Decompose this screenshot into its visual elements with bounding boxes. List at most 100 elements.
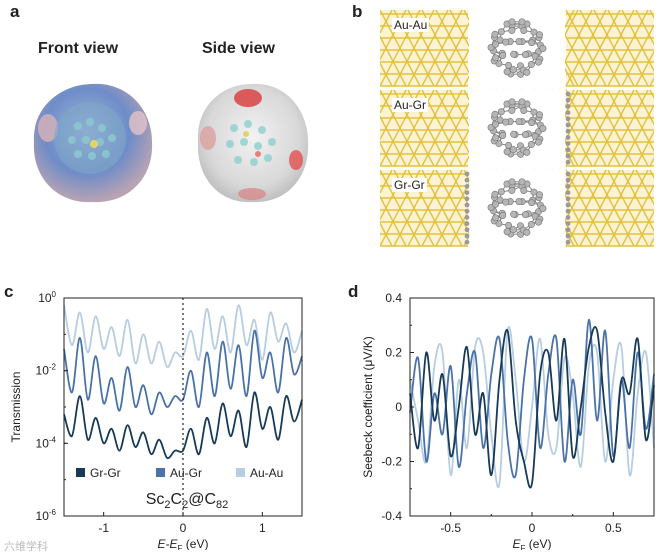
carbon-atom — [508, 18, 516, 26]
lattice-bond — [635, 10, 654, 46]
graphene-atom — [565, 227, 571, 233]
legend-swatch — [156, 468, 165, 477]
y-tick-label: 10-4 — [36, 435, 57, 450]
x-label-unit: (eV) — [182, 537, 208, 550]
row-spacer — [380, 247, 654, 250]
junction-structures — [380, 10, 654, 250]
x-label-sub: F — [521, 544, 526, 550]
graphene-atom — [565, 208, 571, 214]
y-tick-base: 10 — [36, 436, 50, 450]
graphene-atom — [565, 104, 571, 109]
carbon-atom — [523, 148, 531, 156]
graphene-atom — [565, 141, 571, 147]
carbon-atom — [515, 118, 523, 126]
side-view-surface — [197, 83, 309, 203]
junction-label-au-gr: Au-Gr — [392, 98, 429, 112]
carbon-atom — [491, 110, 499, 118]
carbon-atom — [528, 119, 536, 127]
y-axis-label: Transmission — [9, 372, 23, 443]
carbon-atom — [509, 146, 517, 154]
lattice-bond — [380, 89, 393, 115]
plot-area — [409, 318, 655, 489]
fullerene-cage — [487, 98, 547, 158]
lattice-bond — [380, 10, 393, 35]
lattice-bond — [635, 89, 654, 126]
carbon-atom — [492, 120, 500, 128]
carbon-atom — [539, 124, 547, 132]
y-tick-label: 100 — [38, 290, 56, 305]
carbon-atom — [535, 111, 543, 119]
graphene-atom — [565, 116, 571, 122]
carbon-atom — [528, 39, 536, 47]
legend: Gr-Gr Au-Gr Au-Au — [76, 466, 283, 480]
graphene-atom — [565, 215, 571, 220]
carbon-atom — [491, 190, 499, 198]
formula-part: C — [171, 491, 183, 508]
plot-area — [63, 298, 303, 516]
carbon-atom — [515, 198, 523, 206]
carbon-atom — [539, 44, 547, 52]
legend-swatch — [236, 468, 245, 477]
carbon-atom — [535, 191, 543, 199]
graphene-atom — [565, 159, 571, 165]
front-view-label: Front view — [38, 40, 119, 57]
carbon-atom — [510, 210, 518, 218]
graphene-atom — [565, 221, 571, 227]
graphene-atom — [565, 202, 571, 208]
y-tick-exponent: -4 — [49, 435, 57, 444]
row-spacer — [380, 167, 654, 170]
carbon-atom — [492, 134, 500, 142]
carbon-atom — [508, 178, 516, 186]
graphene-atom — [464, 190, 470, 196]
carbon-atom — [499, 131, 507, 139]
graphene-atom — [464, 227, 470, 233]
legend-label: Au-Au — [250, 466, 283, 480]
graphene-atom — [464, 202, 470, 208]
side-view-label: Side view — [202, 40, 275, 57]
y-tick-label: -0.4 — [381, 509, 402, 523]
formula-part: Sc — [146, 491, 165, 508]
x-tick-label: 0.5 — [605, 521, 622, 535]
graphene-atom — [565, 184, 571, 189]
y-axis-label: Seebeck coefficient (μV/K) — [361, 336, 375, 477]
carbon-atom — [503, 148, 511, 156]
carbon-atom — [534, 138, 542, 146]
formula-part: 82 — [216, 499, 228, 511]
graphene-atom — [464, 184, 470, 189]
carbon-atom — [499, 51, 507, 59]
carbon-atom — [535, 31, 543, 39]
carbon-atom — [530, 188, 538, 196]
carbon-atom — [528, 199, 536, 207]
legend-swatch — [76, 468, 85, 477]
x-label-sub: F — [178, 544, 183, 550]
carbon-atom — [491, 30, 499, 38]
carbon-atom — [497, 108, 505, 116]
carbon-atom — [518, 98, 526, 106]
front-view-surface — [33, 83, 153, 203]
carbon-atom — [497, 28, 505, 36]
carbon-atom — [497, 188, 505, 196]
x-axis-label: EF (eV) — [513, 537, 552, 550]
carbon-atom — [534, 58, 542, 66]
row-spacer — [380, 87, 654, 90]
formula-part: 2 — [164, 499, 170, 511]
legend-label: Au-Gr — [170, 466, 202, 480]
carbon-atom — [508, 186, 516, 194]
graphene-atom — [464, 196, 470, 202]
x-tick-label: 0 — [529, 521, 536, 535]
graphene-atom — [565, 153, 571, 159]
panel-c-label: c — [4, 282, 14, 301]
series-line-gr-gr — [409, 325, 655, 489]
x-tick-label: 1 — [259, 521, 266, 535]
carbon-atom — [492, 214, 500, 222]
carbon-atom — [499, 211, 507, 219]
junction-row-2 — [380, 169, 654, 250]
carbon-atom — [515, 38, 523, 46]
legend-label: Gr-Gr — [90, 466, 121, 480]
carbon-atom — [539, 204, 547, 212]
carbon-atom — [521, 131, 529, 139]
y-tick-label: 0.4 — [385, 291, 402, 305]
y-tick-base: 10 — [36, 509, 50, 523]
x-label-unit: (eV) — [525, 537, 551, 550]
graphene-atom — [565, 171, 571, 177]
